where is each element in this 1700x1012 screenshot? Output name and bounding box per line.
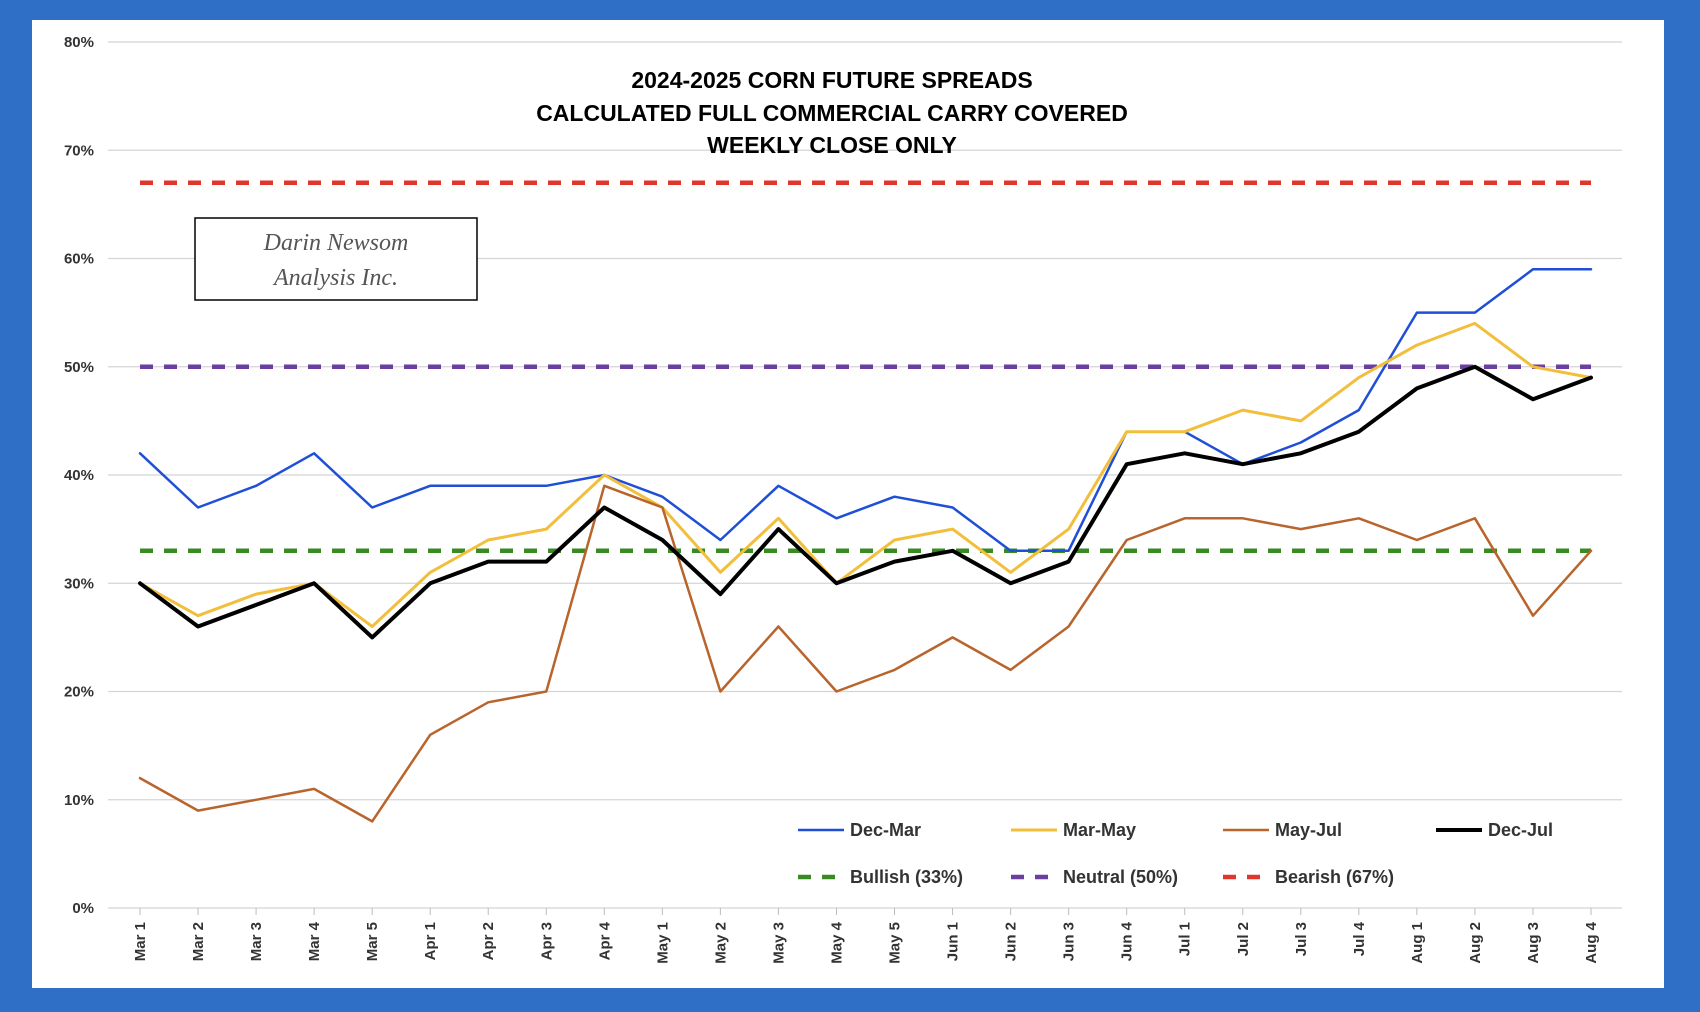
x-tick-label: Jun 3 [1061, 922, 1078, 961]
x-tick-label: Mar 1 [132, 922, 149, 961]
series-line [138, 484, 1593, 823]
x-tick-label: Jun 4 [1119, 921, 1136, 961]
gridlines [108, 41, 1622, 909]
chart-title-line-3: WEEKLY CLOSE ONLY [707, 132, 957, 158]
legend: Dec-Mar Mar-May May-Jul Dec-Jul Bullish (33%… [798, 820, 1553, 887]
x-tick-label: Aug 3 [1525, 922, 1542, 964]
legend-label: May-Jul [1275, 820, 1342, 840]
x-tick-label: May 3 [770, 922, 787, 964]
data-series [138, 268, 1593, 823]
watermark-box [194, 217, 478, 301]
y-tick-label: 20% [64, 684, 94, 701]
watermark-line-2: Analysis Inc. [272, 265, 398, 291]
y-tick-label: 40% [64, 467, 94, 484]
series-line [138, 268, 1593, 553]
y-tick-label: 60% [64, 251, 94, 268]
chart-title-line-2: CALCULATED FULL COMMERCIAL CARRY COVERED [536, 100, 1128, 126]
series-line [138, 364, 1593, 640]
x-tick-label: Apr 1 [422, 922, 439, 960]
x-tick-label: Mar 3 [248, 922, 265, 961]
legend-label: Mar-May [1063, 820, 1136, 840]
x-tick-label: Jul 2 [1235, 922, 1252, 956]
x-tick-label: May 1 [654, 922, 671, 964]
x-tick-label: Apr 2 [480, 922, 497, 960]
x-tick-label: Mar 4 [306, 921, 323, 961]
x-tick-label: Jul 4 [1351, 921, 1368, 956]
x-tick-label: Jul 3 [1293, 922, 1310, 956]
legend-label: Dec-Jul [1488, 820, 1553, 840]
legend-label: Dec-Mar [850, 820, 921, 840]
x-tick-label: Aug 2 [1467, 922, 1484, 964]
x-tick-label: Mar 2 [190, 922, 207, 961]
x-tick-label: Apr 4 [596, 921, 613, 960]
legend-label: Bearish (67%) [1275, 867, 1394, 887]
y-tick-label: 80% [64, 34, 94, 51]
x-tick-label: May 5 [887, 922, 904, 964]
x-tick-label: Jun 1 [945, 922, 962, 961]
y-tick-label: 0% [72, 900, 94, 917]
x-tick-label: Jul 1 [1177, 922, 1194, 956]
x-tick-label: Aug 1 [1409, 922, 1426, 964]
y-tick-label: 70% [64, 142, 94, 159]
series-line [138, 321, 1593, 628]
legend-label: Neutral (50%) [1063, 867, 1178, 887]
line-chart: 0%10%20%30%40%50%60%70%80% Mar 1 Mar 2 Mar… [64, 34, 1622, 964]
y-tick-label: 30% [64, 575, 94, 592]
y-axis-ticks: 0% 10% 20% 30% 40% 50% 60% 70% 80% [64, 34, 94, 917]
x-axis-ticks: Mar 1 Mar 2 Mar 3 Mar 4 Mar 5 Apr 1 Apr 2 Apr 3… [132, 908, 1600, 964]
x-tick-label: May 4 [828, 921, 845, 963]
x-tick-label: Aug 4 [1583, 921, 1600, 963]
chart-frame: 0% 10% 20% 30% 40% 50% 60% 70% 80% Mar 1 Mar 2 Mar… [32, 20, 1664, 988]
x-tick-label: Apr 3 [538, 922, 555, 960]
x-tick-label: May 2 [712, 922, 729, 964]
chart-title-line-1: 2024-2025 CORN FUTURE SPREADS [631, 67, 1032, 93]
watermark-logo: Darin Newsom Analysis Inc. [194, 217, 478, 301]
x-tick-label: Mar 5 [364, 922, 381, 961]
y-tick-label: 10% [64, 792, 94, 809]
watermark-line-1: Darin Newsom [263, 230, 409, 256]
y-tick-label: 50% [64, 359, 94, 376]
x-tick-label: Jun 2 [1003, 922, 1020, 961]
legend-label: Bullish (33%) [850, 867, 963, 887]
reference-lines [140, 180, 1591, 554]
